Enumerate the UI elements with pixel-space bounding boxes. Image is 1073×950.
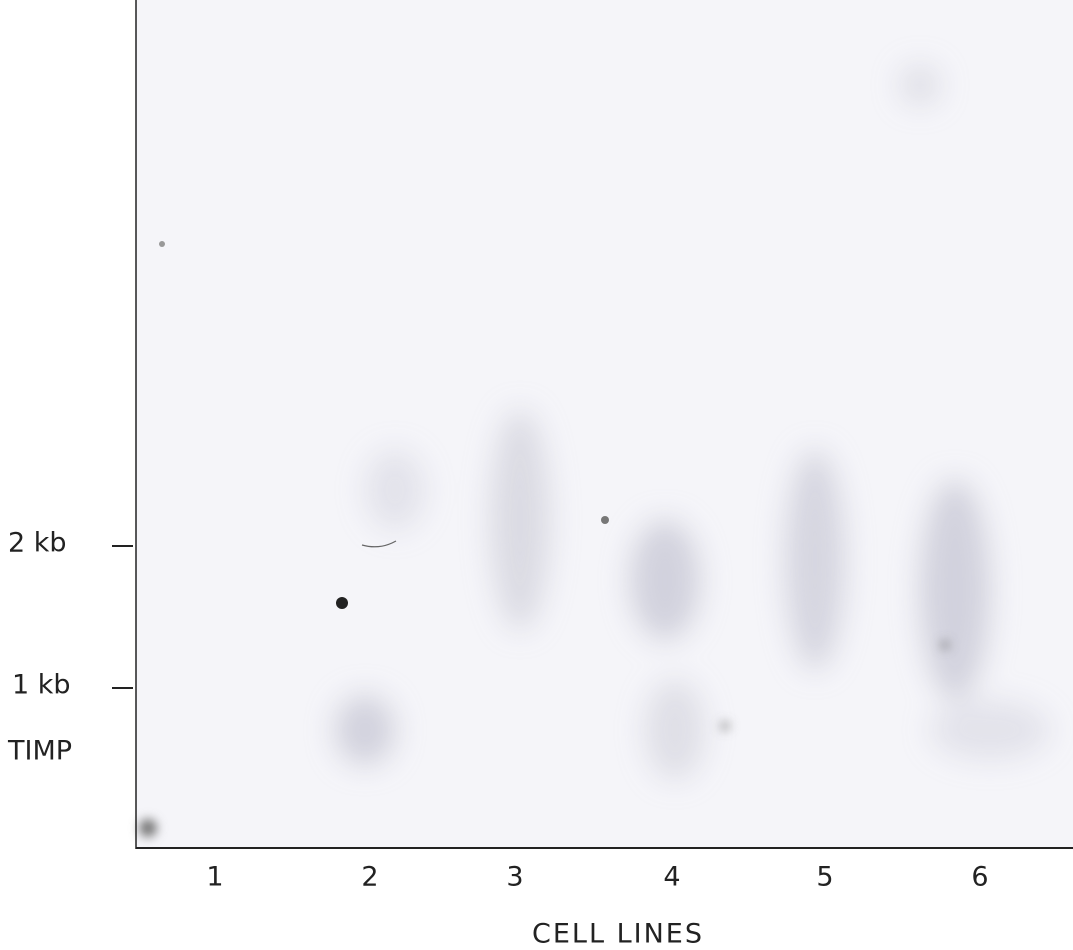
blot-dot (159, 241, 165, 247)
lane-label: 1 (206, 862, 223, 893)
blot-dot (601, 516, 609, 524)
blot-background (136, 0, 1073, 848)
x-axis-label: CELL LINES (532, 919, 704, 950)
marker-label: 1 kb (12, 670, 71, 701)
marker-label: 2 kb (8, 528, 67, 559)
blot-smudges (335, 65, 1050, 780)
lane-label: 5 (816, 862, 833, 893)
lane-label: 4 (663, 862, 680, 893)
probe-label: TIMP (7, 736, 72, 767)
lane-label: 2 (361, 862, 378, 893)
blot-spots (139, 640, 950, 837)
lane-label: 6 (971, 862, 988, 893)
lane-label: 3 (506, 862, 523, 893)
blot-scratch (361, 540, 397, 548)
blot-dot (336, 597, 348, 609)
